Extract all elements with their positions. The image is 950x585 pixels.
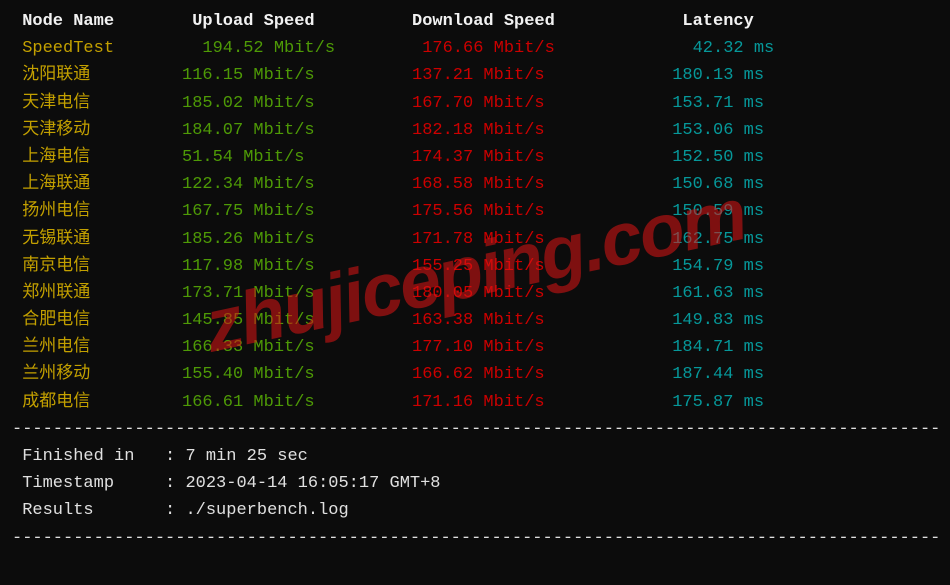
cell-latency: 42.32 ms bbox=[662, 35, 842, 62]
cell-upload: 167.75 Mbit/s bbox=[182, 198, 412, 225]
cell-node: 天津移动 bbox=[12, 117, 182, 144]
footer-finished: Finished in : 7 min 25 sec bbox=[12, 443, 938, 470]
cell-upload: 117.98 Mbit/s bbox=[182, 253, 412, 280]
cell-latency: 161.63 ms bbox=[662, 280, 842, 307]
cell-upload: 185.02 Mbit/s bbox=[182, 90, 412, 117]
cell-download: 175.56 Mbit/s bbox=[412, 198, 662, 225]
cell-latency: 153.71 ms bbox=[662, 90, 842, 117]
cell-latency: 162.75 ms bbox=[662, 226, 842, 253]
cell-upload: 145.85 Mbit/s bbox=[182, 307, 412, 334]
cell-node: 无锡联通 bbox=[12, 226, 182, 253]
cell-download: 182.18 Mbit/s bbox=[412, 117, 662, 144]
cell-node: 成都电信 bbox=[12, 389, 182, 416]
cell-upload: 166.61 Mbit/s bbox=[182, 389, 412, 416]
cell-upload: 51.54 Mbit/s bbox=[182, 144, 412, 171]
table-row: 合肥电信145.85 Mbit/s163.38 Mbit/s 149.83 ms bbox=[12, 307, 938, 334]
cell-node: 扬州电信 bbox=[12, 198, 182, 225]
table-row: 天津移动184.07 Mbit/s182.18 Mbit/s 153.06 ms bbox=[12, 117, 938, 144]
table-row: 上海电信51.54 Mbit/s174.37 Mbit/s 152.50 ms bbox=[12, 144, 938, 171]
cell-download: 176.66 Mbit/s bbox=[412, 35, 662, 62]
cell-latency: 153.06 ms bbox=[662, 117, 842, 144]
cell-node: 沈阳联通 bbox=[12, 62, 182, 89]
cell-node: 兰州移动 bbox=[12, 361, 182, 388]
cell-node: 上海联通 bbox=[12, 171, 182, 198]
table-body: SpeedTest 194.52 Mbit/s 176.66 Mbit/s 42… bbox=[12, 35, 938, 416]
cell-node: 郑州联通 bbox=[12, 280, 182, 307]
table-row: 上海联通122.34 Mbit/s168.58 Mbit/s 150.68 ms bbox=[12, 171, 938, 198]
cell-node: SpeedTest bbox=[12, 35, 182, 62]
table-row: 无锡联通185.26 Mbit/s171.78 Mbit/s 162.75 ms bbox=[12, 226, 938, 253]
cell-latency: 187.44 ms bbox=[662, 361, 842, 388]
table-row: 成都电信166.61 Mbit/s171.16 Mbit/s 175.87 ms bbox=[12, 389, 938, 416]
cell-latency: 150.59 ms bbox=[662, 198, 842, 225]
cell-upload: 173.71 Mbit/s bbox=[182, 280, 412, 307]
cell-download: 166.62 Mbit/s bbox=[412, 361, 662, 388]
cell-download: 171.16 Mbit/s bbox=[412, 389, 662, 416]
table-row: 沈阳联通116.15 Mbit/s137.21 Mbit/s 180.13 ms bbox=[12, 62, 938, 89]
cell-node: 上海电信 bbox=[12, 144, 182, 171]
cell-upload: 122.34 Mbit/s bbox=[182, 171, 412, 198]
divider-line: ----------------------------------------… bbox=[12, 525, 938, 552]
cell-upload: 185.26 Mbit/s bbox=[182, 226, 412, 253]
table-row: 南京电信117.98 Mbit/s155.25 Mbit/s 154.79 ms bbox=[12, 253, 938, 280]
cell-download: 137.21 Mbit/s bbox=[412, 62, 662, 89]
cell-node: 兰州电信 bbox=[12, 334, 182, 361]
cell-download: 168.58 Mbit/s bbox=[412, 171, 662, 198]
cell-node: 南京电信 bbox=[12, 253, 182, 280]
cell-download: 180.05 Mbit/s bbox=[412, 280, 662, 307]
col-header-download: Download Speed bbox=[412, 8, 662, 35]
cell-download: 167.70 Mbit/s bbox=[412, 90, 662, 117]
cell-latency: 184.71 ms bbox=[662, 334, 842, 361]
cell-node: 合肥电信 bbox=[12, 307, 182, 334]
col-header-upload: Upload Speed bbox=[182, 8, 412, 35]
footer-timestamp: Timestamp : 2023-04-14 16:05:17 GMT+8 bbox=[12, 470, 938, 497]
cell-node: 天津电信 bbox=[12, 90, 182, 117]
cell-download: 171.78 Mbit/s bbox=[412, 226, 662, 253]
cell-latency: 150.68 ms bbox=[662, 171, 842, 198]
cell-download: 155.25 Mbit/s bbox=[412, 253, 662, 280]
col-header-latency: Latency bbox=[662, 8, 842, 35]
table-row: 郑州联通173.71 Mbit/s180.05 Mbit/s 161.63 ms bbox=[12, 280, 938, 307]
cell-upload: 184.07 Mbit/s bbox=[182, 117, 412, 144]
cell-upload: 116.15 Mbit/s bbox=[182, 62, 412, 89]
cell-download: 177.10 Mbit/s bbox=[412, 334, 662, 361]
footer-results: Results : ./superbench.log bbox=[12, 497, 938, 524]
cell-download: 163.38 Mbit/s bbox=[412, 307, 662, 334]
cell-latency: 180.13 ms bbox=[662, 62, 842, 89]
table-row: 扬州电信167.75 Mbit/s175.56 Mbit/s 150.59 ms bbox=[12, 198, 938, 225]
col-header-node: Node Name bbox=[12, 8, 182, 35]
cell-upload: 194.52 Mbit/s bbox=[182, 35, 412, 62]
table-header-row: Node Name Upload Speed Download Speed La… bbox=[12, 8, 938, 35]
cell-download: 174.37 Mbit/s bbox=[412, 144, 662, 171]
cell-latency: 149.83 ms bbox=[662, 307, 842, 334]
table-row: 兰州电信166.33 Mbit/s177.10 Mbit/s 184.71 ms bbox=[12, 334, 938, 361]
cell-latency: 154.79 ms bbox=[662, 253, 842, 280]
table-row: 天津电信185.02 Mbit/s167.70 Mbit/s 153.71 ms bbox=[12, 90, 938, 117]
cell-latency: 175.87 ms bbox=[662, 389, 842, 416]
cell-latency: 152.50 ms bbox=[662, 144, 842, 171]
divider-line: ----------------------------------------… bbox=[12, 416, 938, 443]
terminal-output: Node Name Upload Speed Download Speed La… bbox=[0, 0, 950, 560]
table-row: 兰州移动155.40 Mbit/s166.62 Mbit/s 187.44 ms bbox=[12, 361, 938, 388]
cell-upload: 166.33 Mbit/s bbox=[182, 334, 412, 361]
table-row: SpeedTest 194.52 Mbit/s 176.66 Mbit/s 42… bbox=[12, 35, 938, 62]
cell-upload: 155.40 Mbit/s bbox=[182, 361, 412, 388]
